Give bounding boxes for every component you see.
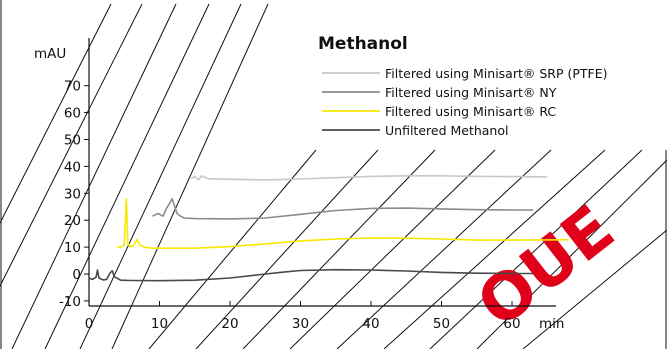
hatch-line bbox=[195, 149, 379, 349]
x-tick-label: 30 bbox=[292, 316, 309, 332]
series-line bbox=[152, 197, 534, 220]
chart-title: Methanol bbox=[318, 34, 408, 54]
x-axis-unit-label: min bbox=[539, 316, 564, 332]
x-tick-label: 60 bbox=[503, 316, 520, 332]
y-tick-label: -10 bbox=[59, 294, 81, 310]
series-line bbox=[88, 268, 534, 282]
hatch-line bbox=[111, 3, 269, 349]
y-tick-label: 30 bbox=[64, 186, 81, 202]
hatch-line bbox=[0, 3, 112, 224]
x-tick-label: 0 bbox=[85, 316, 94, 332]
hatch-line bbox=[289, 149, 496, 349]
hatch-line bbox=[44, 3, 210, 349]
y-tick-label: 0 bbox=[72, 267, 81, 283]
hatch-line bbox=[476, 159, 667, 349]
legend-label: Filtered using Minisart® NY bbox=[385, 85, 557, 100]
series-lines bbox=[88, 175, 569, 282]
y-axis-unit-label: mAU bbox=[34, 46, 66, 62]
y-tick-label: 70 bbox=[64, 79, 81, 95]
y-tick-label: 60 bbox=[64, 106, 81, 122]
y-tick-label: 50 bbox=[64, 133, 81, 149]
x-tick-label: 20 bbox=[221, 316, 238, 332]
legend-label: Filtered using Minisart® RC bbox=[385, 104, 556, 119]
hatch-line bbox=[429, 149, 643, 349]
y-tick-label: 20 bbox=[64, 213, 81, 229]
x-tick-label: 50 bbox=[433, 316, 450, 332]
series-line bbox=[117, 197, 569, 249]
y-tick-label: 40 bbox=[64, 159, 81, 175]
hatch-line bbox=[522, 229, 667, 349]
legend: Filtered using Minisart® SRP (PTFE) Filte… bbox=[322, 66, 608, 138]
hatch-line bbox=[336, 149, 552, 349]
y-tick-label: 10 bbox=[64, 240, 81, 256]
hatch-line bbox=[242, 149, 436, 349]
hatch-line bbox=[11, 3, 177, 349]
x-tick-label: 10 bbox=[151, 316, 168, 332]
hatch-line bbox=[383, 149, 606, 349]
x-tick-label: 40 bbox=[362, 316, 379, 332]
legend-label: Filtered using Minisart® SRP (PTFE) bbox=[385, 66, 608, 81]
hatch-line bbox=[148, 149, 317, 349]
legend-label: Unfiltered Methanol bbox=[385, 123, 508, 138]
hatch-line bbox=[79, 3, 242, 349]
series-line bbox=[190, 175, 548, 181]
hatch-line bbox=[0, 3, 143, 287]
